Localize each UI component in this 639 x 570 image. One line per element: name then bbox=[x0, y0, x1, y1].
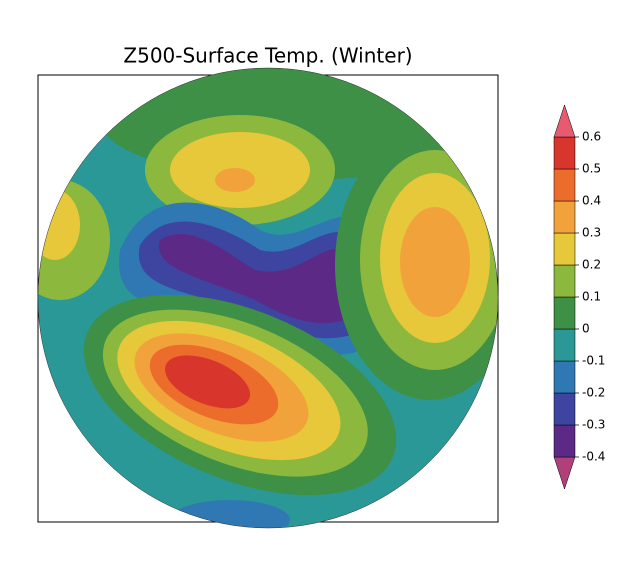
colorbar-tick-label: 0.3 bbox=[582, 226, 601, 240]
colorbar-tick-label: -0.4 bbox=[582, 450, 605, 464]
colorbar-tick-label: 0 bbox=[582, 322, 590, 336]
map-title: Z500-Surface Temp. (Winter) bbox=[123, 44, 412, 68]
colorbar-segment bbox=[553, 360, 576, 394]
colorbar-tick-label: -0.1 bbox=[582, 354, 605, 368]
colorbar-segment bbox=[553, 136, 576, 170]
colorbar-tick-label: 0.1 bbox=[582, 290, 601, 304]
colorbar-extend-high bbox=[553, 104, 576, 138]
colorbar-segment bbox=[553, 200, 576, 234]
colorbar-segment bbox=[553, 296, 576, 330]
colorbar-tick-label: 0.4 bbox=[582, 194, 601, 208]
colorbar-tick-label: -0.3 bbox=[582, 418, 605, 432]
colorbar-segment bbox=[553, 328, 576, 362]
colorbar-tick-label: 0.6 bbox=[582, 130, 601, 144]
map-edge bbox=[37, 67, 499, 529]
colorbar-segment bbox=[553, 264, 576, 298]
colorbar-segment bbox=[553, 168, 576, 202]
colorbar-extend-low bbox=[553, 456, 576, 490]
colorbar-tick-label: 0.5 bbox=[582, 162, 601, 176]
colorbar-tick-label: -0.2 bbox=[582, 386, 605, 400]
colorbar: -0.4 -0.3 -0.2 -0.1 0 0.1 0.2 0.3 0.4 0.5 0.6 bbox=[553, 104, 605, 490]
colorbar-tick-label: 0.2 bbox=[582, 258, 601, 272]
colorbar-segment bbox=[553, 424, 576, 458]
colorbar-segment bbox=[553, 392, 576, 426]
polar-map bbox=[38, 68, 498, 528]
colorbar-segment bbox=[553, 232, 576, 266]
